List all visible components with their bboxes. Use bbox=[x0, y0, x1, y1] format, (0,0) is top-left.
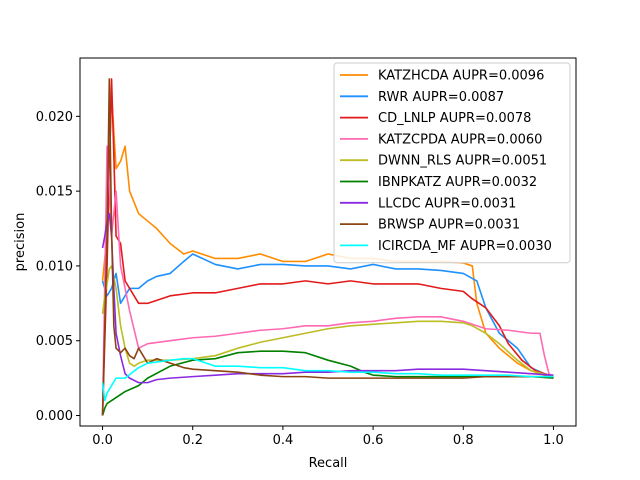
legend-entry-8: ICIRCDA_MF AUPR=0.0030 bbox=[378, 239, 552, 254]
series-line-6 bbox=[101, 212, 554, 384]
legend: KATZHCDA AUPR=0.0096 RWR AUPR=0.0087 CD_LN… bbox=[333, 62, 571, 264]
legend-entry-0: KATZHCDA AUPR=0.0096 bbox=[378, 69, 544, 84]
series-line-5 bbox=[101, 350, 554, 416]
legend-entry-3: KATZCPDA AUPR=0.0060 bbox=[378, 132, 542, 147]
legend-entry-6: LLCDC AUPR=0.0031 bbox=[378, 196, 516, 211]
x-tick-label: 0.8 bbox=[453, 433, 474, 448]
legend-entry-1: RWR AUPR=0.0087 bbox=[378, 90, 504, 105]
x-tick-label: 0.2 bbox=[182, 433, 203, 448]
legend-entry-7: BRWSP AUPR=0.0031 bbox=[378, 218, 520, 233]
y-tick-label: 0.020 bbox=[36, 110, 73, 125]
series-line-2 bbox=[101, 78, 554, 416]
legend-entry-5: IBNPKATZ AUPR=0.0032 bbox=[378, 175, 537, 190]
plot-frame bbox=[79, 57, 577, 427]
y-tick-label: 0.015 bbox=[36, 185, 73, 200]
x-tick-label: 1.0 bbox=[543, 433, 564, 448]
legend-box bbox=[333, 62, 571, 264]
series-layer bbox=[101, 78, 555, 416]
x-tick-label: 0.4 bbox=[273, 433, 294, 448]
series-line-3 bbox=[101, 145, 555, 416]
y-axis-label: precision bbox=[13, 213, 28, 272]
y-tick-label: 0.000 bbox=[36, 409, 73, 424]
series-line-7 bbox=[101, 78, 554, 416]
series-line-1 bbox=[101, 253, 554, 379]
series-line-4 bbox=[101, 265, 554, 378]
legend-entry-4: DWNN_RLS AUPR=0.0051 bbox=[378, 154, 547, 169]
y-tick-label: 0.005 bbox=[36, 334, 73, 349]
legend-entry-2: CD_LNLP AUPR=0.0078 bbox=[378, 111, 531, 126]
x-tick-label: 0.0 bbox=[92, 433, 113, 448]
x-tick-label: 0.6 bbox=[363, 433, 384, 448]
y-axis: 0.000 0.005 0.010 0.015 0.020 bbox=[36, 110, 80, 424]
series-line-0 bbox=[101, 93, 554, 379]
x-axis-label: Recall bbox=[309, 456, 348, 471]
series-line-8 bbox=[101, 357, 554, 402]
x-axis: 0.0 0.2 0.4 0.6 0.8 1.0 bbox=[92, 426, 564, 448]
y-tick-label: 0.010 bbox=[36, 259, 73, 274]
